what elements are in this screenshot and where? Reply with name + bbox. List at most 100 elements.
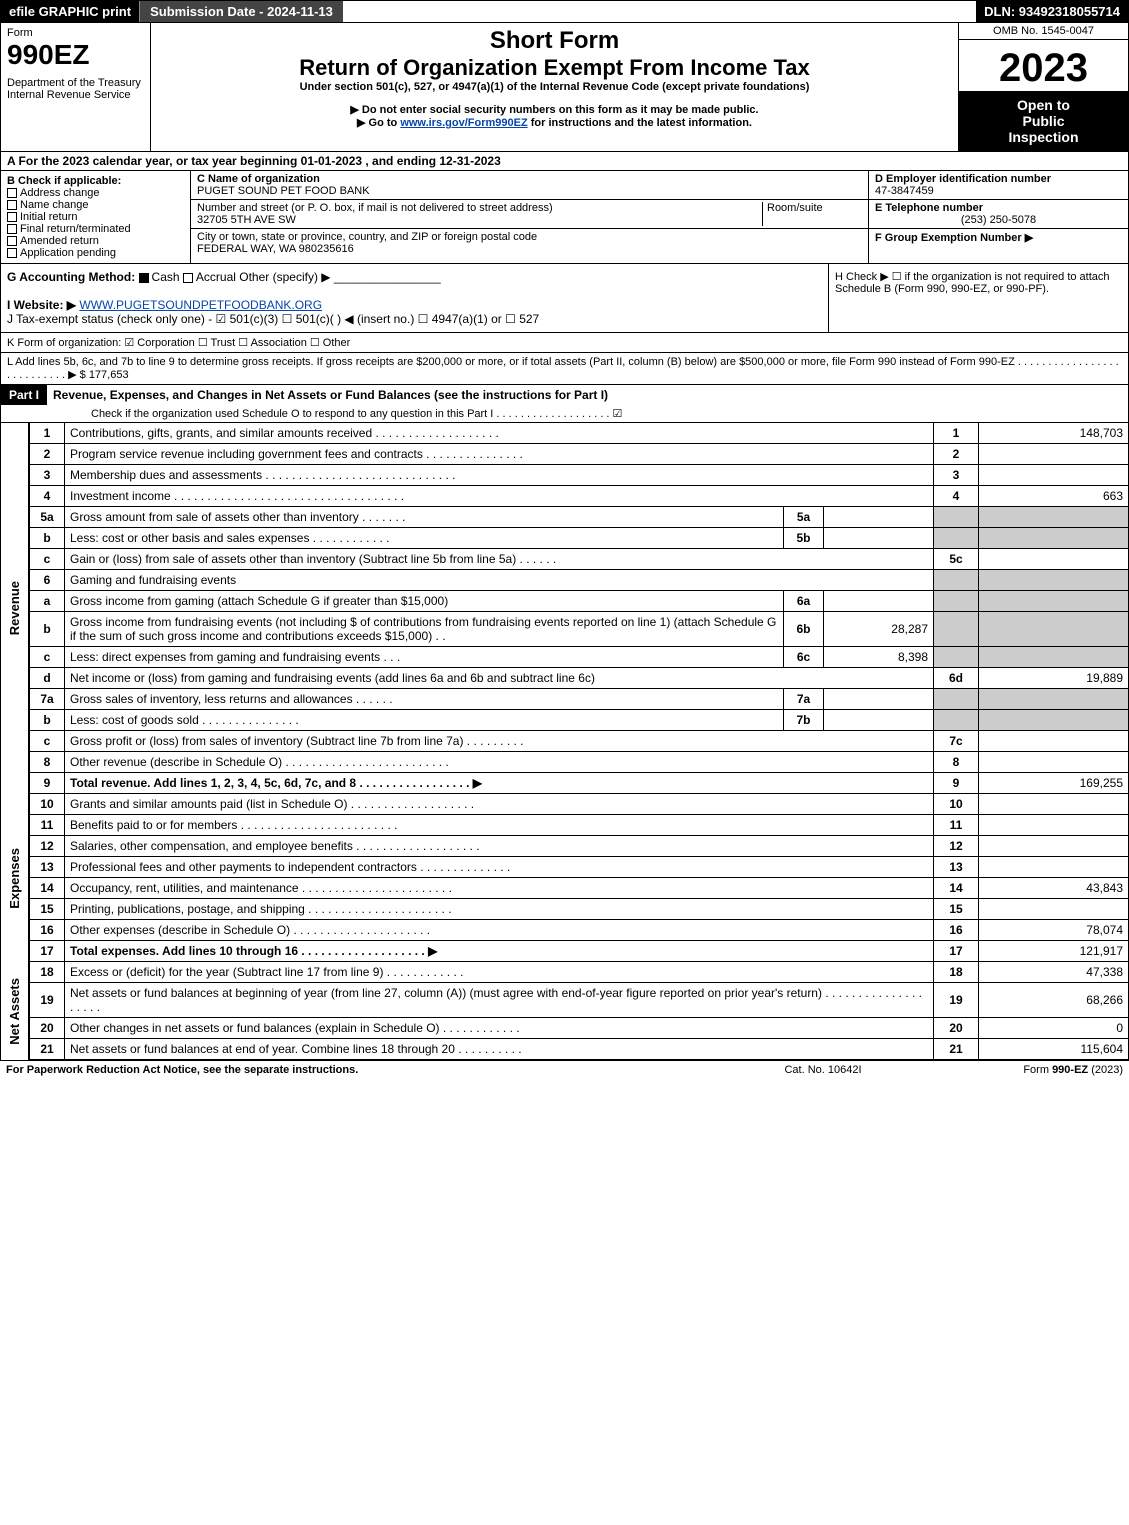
f-label: F Group Exemption Number ▶	[875, 232, 1033, 244]
line-18: 18Excess or (deficit) for the year (Subt…	[30, 962, 1129, 983]
c-city-cell: City or town, state or province, country…	[191, 229, 868, 257]
accrual-label: Accrual	[196, 270, 236, 284]
line-7a: 7aGross sales of inventory, less returns…	[30, 689, 1129, 710]
open3: Inspection	[963, 129, 1124, 145]
f-group-cell: F Group Exemption Number ▶	[869, 229, 1128, 246]
col-d: D Employer identification number 47-3847…	[868, 171, 1128, 263]
line-21: 21Net assets or fund balances at end of …	[30, 1039, 1129, 1060]
expenses-section: Expenses 10Grants and similar amounts pa…	[0, 794, 1129, 962]
chk-application-pending[interactable]: Application pending	[7, 247, 184, 259]
org-name: PUGET SOUND PET FOOD BANK	[197, 185, 370, 197]
netassets-side-label: Net Assets	[1, 962, 29, 1060]
cash-label: Cash	[152, 270, 180, 284]
page-footer: For Paperwork Reduction Act Notice, see …	[0, 1060, 1129, 1079]
line-7b: bLess: cost of goods sold . . . . . . . …	[30, 710, 1129, 731]
d-label: D Employer identification number	[875, 173, 1051, 185]
under-section: Under section 501(c), 527, or 4947(a)(1)…	[159, 81, 950, 93]
c-addr-cell: Number and street (or P. O. box, if mail…	[191, 200, 868, 229]
line-16: 16Other expenses (describe in Schedule O…	[30, 920, 1129, 941]
room-suite: Room/suite	[762, 202, 862, 226]
irs-label: Internal Revenue Service	[7, 89, 144, 101]
b-label: B Check if applicable:	[7, 175, 184, 187]
open1: Open to	[963, 97, 1124, 113]
i-label: I Website: ▶	[7, 298, 76, 312]
line-9: 9Total revenue. Add lines 1, 2, 3, 4, 5c…	[30, 773, 1129, 794]
row-l: L Add lines 5b, 6c, and 7b to line 9 to …	[0, 353, 1129, 385]
city-label: City or town, state or province, country…	[197, 231, 537, 243]
dept-treasury: Department of the Treasury	[7, 77, 144, 89]
form-ref: Form 990-EZ (2023)	[923, 1064, 1123, 1076]
line-5a: 5aGross amount from sale of assets other…	[30, 507, 1129, 528]
part1-label: Part I	[1, 385, 47, 405]
col-c: C Name of organization PUGET SOUND PET F…	[191, 171, 868, 263]
block-bcd: B Check if applicable: Address change Na…	[0, 171, 1129, 264]
other-label: Other (specify) ▶	[239, 270, 330, 284]
revenue-section: Revenue 1Contributions, gifts, grants, a…	[0, 423, 1129, 794]
g-label: G Accounting Method:	[7, 270, 135, 284]
open2: Public	[963, 113, 1124, 129]
tax-year: 2023	[959, 40, 1128, 91]
chk-accrual[interactable]	[183, 273, 193, 283]
org-city: FEDERAL WAY, WA 980235616	[197, 243, 354, 255]
form-word: Form	[7, 27, 144, 39]
line-6c: cLess: direct expenses from gaming and f…	[30, 647, 1129, 668]
row-a-tax-year: A For the 2023 calendar year, or tax yea…	[0, 152, 1129, 171]
website-link[interactable]: WWW.PUGETSOUNDPETFOODBANK.ORG	[79, 298, 322, 312]
line-13: 13Professional fees and other payments t…	[30, 857, 1129, 878]
instruction-1: ▶ Do not enter social security numbers o…	[159, 103, 950, 116]
line-15: 15Printing, publications, postage, and s…	[30, 899, 1129, 920]
title-short-form: Short Form	[159, 27, 950, 55]
instruction-2: ▶ Go to www.irs.gov/Form990EZ for instru…	[159, 116, 950, 129]
chk-final-return[interactable]: Final return/terminated	[7, 223, 184, 235]
netassets-table: 18Excess or (deficit) for the year (Subt…	[29, 962, 1129, 1060]
chk-amended-return[interactable]: Amended return	[7, 235, 184, 247]
j-tax-exempt: J Tax-exempt status (check only one) - ☑…	[7, 312, 539, 326]
line-11: 11Benefits paid to or for members . . . …	[30, 815, 1129, 836]
col-b: B Check if applicable: Address change Na…	[1, 171, 191, 263]
line-3: 3Membership dues and assessments . . . .…	[30, 465, 1129, 486]
org-address: 32705 5TH AVE SW	[197, 214, 296, 226]
netassets-section: Net Assets 18Excess or (deficit) for the…	[0, 962, 1129, 1060]
line-8: 8Other revenue (describe in Schedule O) …	[30, 752, 1129, 773]
header-right: OMB No. 1545-0047 2023 Open to Public In…	[958, 23, 1128, 151]
efile-label[interactable]: efile GRAPHIC print	[1, 1, 139, 22]
paperwork-notice: For Paperwork Reduction Act Notice, see …	[6, 1064, 723, 1076]
line-14: 14Occupancy, rent, utilities, and mainte…	[30, 878, 1129, 899]
cat-no: Cat. No. 10642I	[723, 1064, 923, 1076]
line-2: 2Program service revenue including gover…	[30, 444, 1129, 465]
g-accounting: G Accounting Method: Cash Accrual Other …	[1, 264, 828, 332]
chk-cash[interactable]	[139, 273, 149, 283]
line-1: 1Contributions, gifts, grants, and simil…	[30, 423, 1129, 444]
spacer	[343, 1, 976, 22]
revenue-table: 1Contributions, gifts, grants, and simil…	[29, 423, 1129, 794]
line-5c: cGain or (loss) from sale of assets othe…	[30, 549, 1129, 570]
chk-address-change[interactable]: Address change	[7, 187, 184, 199]
expenses-table: 10Grants and similar amounts paid (list …	[29, 794, 1129, 962]
line-12: 12Salaries, other compensation, and empl…	[30, 836, 1129, 857]
inst2-post: for instructions and the latest informat…	[528, 117, 752, 129]
expenses-side-label: Expenses	[1, 794, 29, 962]
form-number: 990EZ	[7, 39, 144, 71]
line-17: 17Total expenses. Add lines 10 through 1…	[30, 941, 1129, 962]
d-ein-cell: D Employer identification number 47-3847…	[869, 171, 1128, 200]
submission-date: Submission Date - 2024-11-13	[139, 1, 343, 22]
e-label: E Telephone number	[875, 202, 983, 214]
line-4: 4Investment income . . . . . . . . . . .…	[30, 486, 1129, 507]
revenue-side-label: Revenue	[1, 423, 29, 794]
line-6: 6Gaming and fundraising events	[30, 570, 1129, 591]
line-10: 10Grants and similar amounts paid (list …	[30, 794, 1129, 815]
open-to-public: Open to Public Inspection	[959, 91, 1128, 151]
phone: (253) 250-5078	[875, 214, 1122, 226]
chk-name-change[interactable]: Name change	[7, 199, 184, 211]
chk-initial-return[interactable]: Initial return	[7, 211, 184, 223]
addr-label: Number and street (or P. O. box, if mail…	[197, 202, 553, 214]
c-label: C Name of organization	[197, 173, 320, 185]
irs-link[interactable]: www.irs.gov/Form990EZ	[400, 117, 527, 129]
line-19: 19Net assets or fund balances at beginni…	[30, 983, 1129, 1018]
e-phone-cell: E Telephone number (253) 250-5078	[869, 200, 1128, 229]
h-schedule-b: H Check ▶ ☐ if the organization is not r…	[828, 264, 1128, 332]
line-7c: cGross profit or (loss) from sales of in…	[30, 731, 1129, 752]
row-k: K Form of organization: ☑ Corporation ☐ …	[0, 333, 1129, 353]
line-6a: aGross income from gaming (attach Schedu…	[30, 591, 1129, 612]
header-mid: Short Form Return of Organization Exempt…	[151, 23, 958, 151]
